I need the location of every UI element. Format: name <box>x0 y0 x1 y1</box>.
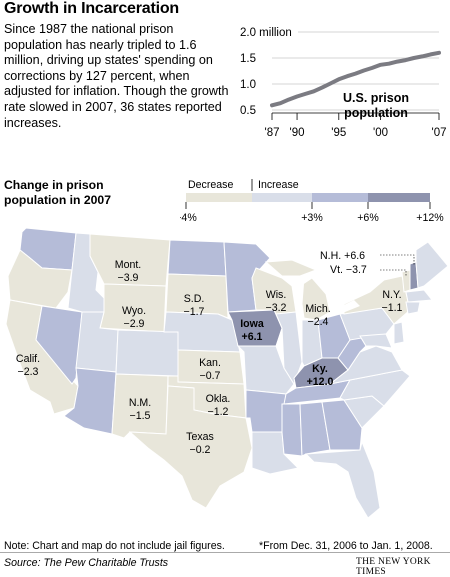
great-lakes <box>292 270 360 314</box>
label-south-dakota: S.D. −1.7 <box>184 293 205 318</box>
label-oklahoma: Okla. −1.2 <box>206 393 231 418</box>
label-california: Calif. −2.3 <box>16 353 40 378</box>
state-nevada <box>35 305 83 385</box>
label-vermont: Vt. −3.7 <box>330 264 367 276</box>
label-montana: Mont. −3.9 <box>115 259 142 284</box>
prison-population-chart: 2.0 million 1.5 1.0 0.5 '87 '90 '95 '00 '07 U.S… <box>240 27 447 139</box>
chart-annotation: U.S. prison population <box>343 91 409 120</box>
state-shapes <box>5 228 449 519</box>
label-new-york: N.Y. −1.1 <box>382 289 403 314</box>
chart-x-tick-label: '90 <box>290 127 305 139</box>
chart-x-tick-label: '95 <box>331 127 346 139</box>
state-texas <box>128 385 253 509</box>
footer-rule <box>0 552 450 553</box>
label-michigan: Mich. −2.4 <box>305 303 330 328</box>
footer-source: Source: The Pew Charitable Trusts <box>4 557 169 569</box>
state-oregon <box>7 249 73 309</box>
chart-x-tick-label: '00 <box>373 127 388 139</box>
chart-x-tick-label: '87 <box>265 127 280 139</box>
label-kansas: Kan. −0.7 <box>199 357 221 382</box>
state-florida <box>304 440 381 519</box>
state-michigan-up <box>264 259 318 277</box>
legend-tick-label: +6% <box>357 212 379 224</box>
footer-note: Note: Chart and map do not include jail … <box>4 540 225 552</box>
intro-text: Since 1987 the national prison populatio… <box>4 22 229 130</box>
state-new-jersey <box>393 321 405 345</box>
footer-footnote: *From Dec. 31, 2006 to Jan. 1, 2008. <box>259 540 433 552</box>
chart-x-tick-label: '07 <box>432 127 447 139</box>
state-michigan <box>299 277 331 321</box>
label-iowa: Iowa +6.1 <box>240 318 264 343</box>
state-arkansas <box>245 389 287 433</box>
state-connecticut <box>405 301 421 315</box>
state-massachusetts <box>405 289 433 303</box>
page-title: Growth in Incarceration <box>4 0 179 17</box>
state-mississippi <box>281 403 303 457</box>
chart-y-tick-label: 1.5 <box>240 53 256 65</box>
label-kentucky: Ky. +12.0 <box>307 363 334 388</box>
chart-y-axis-labels: 2.0 million 1.5 1.0 0.5 <box>240 27 292 117</box>
state-maine <box>415 241 449 289</box>
legend-tick-label: −4% <box>180 212 197 224</box>
map-legend: Decrease Increase −4% +3% +6% +12% <box>180 179 444 224</box>
chart-y-tick-label: 1.0 <box>240 79 256 91</box>
chart-series-line <box>270 50 441 108</box>
label-texas: Texas −0.2 <box>186 431 214 456</box>
legend-tick-label: +12% <box>416 212 444 224</box>
label-wisconsin: Wis. −3.2 <box>266 289 287 314</box>
legend-swatch-0-3 <box>252 193 312 202</box>
chart-y-tick-label: 0.5 <box>240 105 256 117</box>
state-colorado <box>115 329 179 377</box>
label-new-mexico: N.M. −1.5 <box>129 397 151 422</box>
legend-swatch-3-6 <box>312 193 368 202</box>
legend-swatch-decrease <box>186 193 252 202</box>
chart-y-tick-label: 2.0 million <box>240 27 292 39</box>
label-new-hampshire: N.H. +6.6 <box>320 250 365 262</box>
state-alabama <box>299 401 331 457</box>
chart-x-axis-labels: '87 '90 '95 '00 '07 <box>265 112 447 139</box>
footer-credit: THE NEW YORK TIMES <box>356 557 431 577</box>
legend-swatch-6-12 <box>368 193 430 202</box>
leader-line-vt <box>380 269 407 276</box>
legend-tick-label: +3% <box>301 212 323 224</box>
us-map: Mont. −3.9 Wyo. −2.9 S.D. −1.7 Wis. −3.2 Mic… <box>5 228 449 519</box>
legend-decrease-label: Decrease <box>188 179 233 191</box>
state-vermont <box>401 269 411 293</box>
label-wyoming: Wyo. −2.9 <box>122 305 146 330</box>
state-maryland <box>359 333 393 349</box>
legend-title: Change in prison population in 2007 <box>4 178 111 207</box>
state-missouri <box>236 345 295 395</box>
legend-increase-label: Increase <box>258 179 299 191</box>
state-north-dakota <box>167 239 227 277</box>
leader-line-nh <box>380 254 415 266</box>
